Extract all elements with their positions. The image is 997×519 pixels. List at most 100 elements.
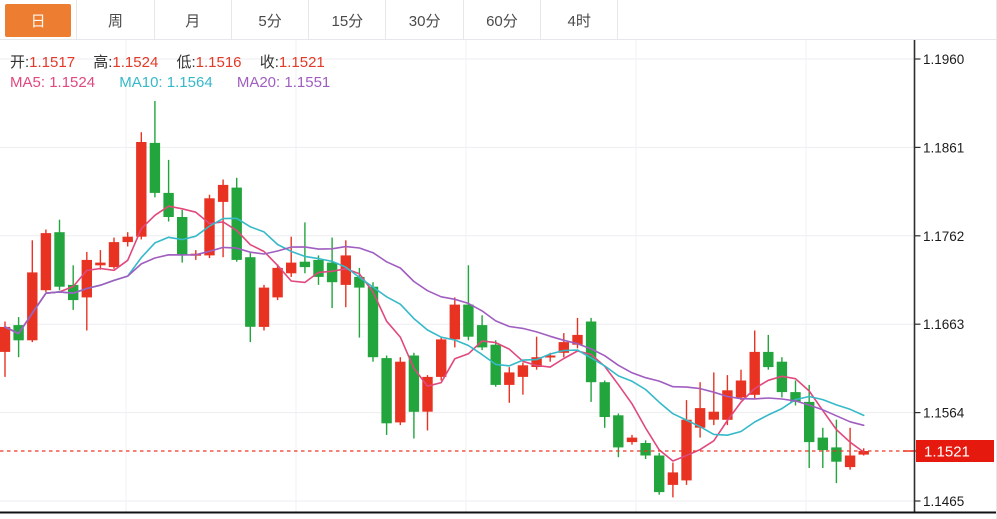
y-axis-tick-label: 1.1960 xyxy=(923,52,964,67)
candle xyxy=(844,427,856,470)
ma5-value: 1.1524 xyxy=(49,74,96,91)
y-axis-tick-label: 1.1564 xyxy=(923,406,965,421)
candle xyxy=(13,317,24,358)
tab-5min-label: 5分 xyxy=(258,12,282,30)
candle xyxy=(558,333,569,358)
candle xyxy=(476,315,488,351)
ma5-readout: MA5: 1.1524 xyxy=(10,74,95,91)
candle xyxy=(654,452,665,495)
ma5-label: MA5: xyxy=(10,74,46,91)
candle xyxy=(531,336,542,370)
candle xyxy=(449,297,460,348)
ma10-value: 1.1564 xyxy=(166,74,213,91)
candle xyxy=(708,372,719,426)
tab-30min[interactable]: 30分 xyxy=(386,0,464,40)
tab-week[interactable]: 周 xyxy=(77,0,155,40)
candle xyxy=(613,413,624,458)
candle xyxy=(367,282,379,362)
candle xyxy=(286,236,297,277)
ma10-line xyxy=(4,217,865,437)
y-axis-tick-label: 1.1465 xyxy=(923,494,964,509)
ma20-label: MA20: xyxy=(236,74,281,91)
tab-15min[interactable]: 15分 xyxy=(309,0,387,40)
close-readout: 收:1.1521 xyxy=(260,54,325,71)
y-axis-tick-label: 1.1861 xyxy=(923,140,964,155)
candle xyxy=(54,219,65,291)
candle xyxy=(804,384,815,468)
ma10-readout: MA10: 1.1564 xyxy=(119,74,212,91)
tab-day-label: 日 xyxy=(5,3,72,37)
close-label: 收: xyxy=(259,54,279,71)
open-label: 开: xyxy=(10,54,30,71)
tab-15min-label: 15分 xyxy=(331,12,364,30)
candle xyxy=(694,382,706,438)
ma10-label: MA10: xyxy=(119,74,163,91)
candle xyxy=(735,369,747,401)
tab-month-label: 月 xyxy=(185,12,201,30)
high-readout: 高:1.1524 xyxy=(93,54,158,71)
last-price-badge xyxy=(916,440,994,462)
candle xyxy=(95,250,106,270)
candle xyxy=(517,362,529,395)
low-readout: 低:1.1516 xyxy=(176,54,241,71)
candle xyxy=(763,334,774,370)
low-value: 1.1516 xyxy=(195,54,242,71)
last-price-badge-text: 1.1521 xyxy=(924,444,970,461)
candle xyxy=(27,240,38,343)
candle xyxy=(436,337,447,381)
ohlc-legend: 开:1.1517 高:1.1524 低:1.1516 收:1.1521 xyxy=(10,51,339,72)
period-tabbar: 日 周 月 5分 15分 30分 60分 4时 xyxy=(0,0,996,40)
y-axis-tick-label: 1.1762 xyxy=(923,229,964,244)
candle xyxy=(136,132,147,240)
candle xyxy=(40,229,52,293)
tab-day[interactable]: 日 xyxy=(0,0,78,40)
candle xyxy=(640,440,651,459)
candle xyxy=(395,357,406,426)
candle xyxy=(0,321,11,377)
candle xyxy=(722,375,733,426)
tab-month[interactable]: 月 xyxy=(155,0,232,40)
open-value: 1.1517 xyxy=(29,54,76,71)
candle xyxy=(108,237,120,269)
candle xyxy=(245,252,256,343)
tab-5min[interactable]: 5分 xyxy=(232,0,310,40)
candle xyxy=(504,367,515,403)
open-readout: 开:1.1517 xyxy=(10,54,75,71)
candle xyxy=(149,101,161,198)
candle xyxy=(299,222,311,274)
candle xyxy=(81,251,92,331)
candle xyxy=(122,232,133,247)
candle xyxy=(667,462,679,498)
high-value: 1.1524 xyxy=(112,54,159,71)
candle xyxy=(408,352,420,439)
candle xyxy=(272,264,283,301)
low-label: 低: xyxy=(176,54,196,71)
candle xyxy=(817,427,828,468)
candle xyxy=(681,400,692,485)
ma20-readout: MA20: 1.1551 xyxy=(237,74,330,91)
tab-30min-label: 30分 xyxy=(408,12,441,30)
candle xyxy=(585,317,597,402)
ma-legend: MA5: 1.1524 MA10: 1.1564 MA20: 1.1551 xyxy=(10,74,350,91)
high-label: 高: xyxy=(93,54,113,71)
candle xyxy=(340,240,351,308)
candle xyxy=(177,209,188,263)
candle xyxy=(354,267,365,338)
candle xyxy=(258,284,270,331)
candle xyxy=(626,434,638,445)
tab-week-label: 周 xyxy=(107,12,123,30)
close-value: 1.1521 xyxy=(278,54,325,71)
ma5-line xyxy=(4,205,865,462)
y-axis-tick-label: 1.1663 xyxy=(923,317,964,332)
candle xyxy=(163,159,174,222)
candle xyxy=(313,255,324,285)
tab-4hour[interactable]: 4时 xyxy=(541,0,619,40)
candle xyxy=(422,375,433,431)
candle xyxy=(381,355,392,435)
candle xyxy=(749,330,760,399)
tab-60min-label: 60分 xyxy=(486,12,518,30)
ma20-value: 1.1551 xyxy=(284,74,331,91)
tab-60min[interactable]: 60分 xyxy=(464,0,542,40)
